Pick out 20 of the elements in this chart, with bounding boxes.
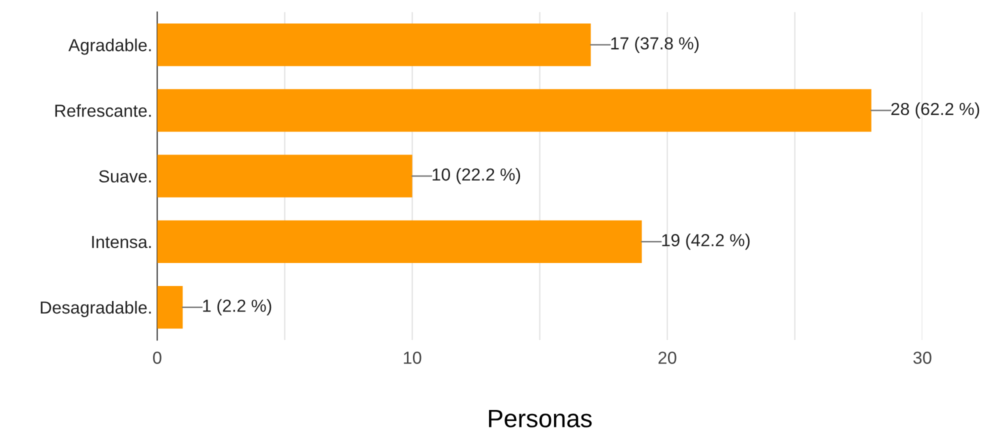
x-tick-label: 30 <box>913 352 932 364</box>
x-axis-title: Personas <box>489 410 592 428</box>
y-tick-label: Intensa. <box>92 236 151 248</box>
data-label: 17 (37.8 %) <box>611 36 699 53</box>
x-tick-label: 0 <box>153 352 162 364</box>
data-label: 19 (42.2 %) <box>662 234 750 250</box>
data-label: 28 (62.2 %) <box>891 102 980 119</box>
bar <box>157 89 872 132</box>
data-label: 10 (22.2 %) <box>432 168 520 184</box>
y-tick-label: Agradable. <box>68 38 151 55</box>
bar <box>157 154 412 198</box>
y-tick-label: Desagradable. <box>40 300 151 318</box>
bar <box>157 220 642 263</box>
data-label: 1 (2.2 %) <box>203 299 272 316</box>
bar <box>157 286 183 329</box>
x-tick-label: 20 <box>658 352 676 364</box>
x-tick-label: 10 <box>404 352 422 364</box>
y-tick-label: Suave. <box>99 170 151 183</box>
bar <box>157 24 591 66</box>
y-tick-label: Refrescante. <box>55 104 151 117</box>
